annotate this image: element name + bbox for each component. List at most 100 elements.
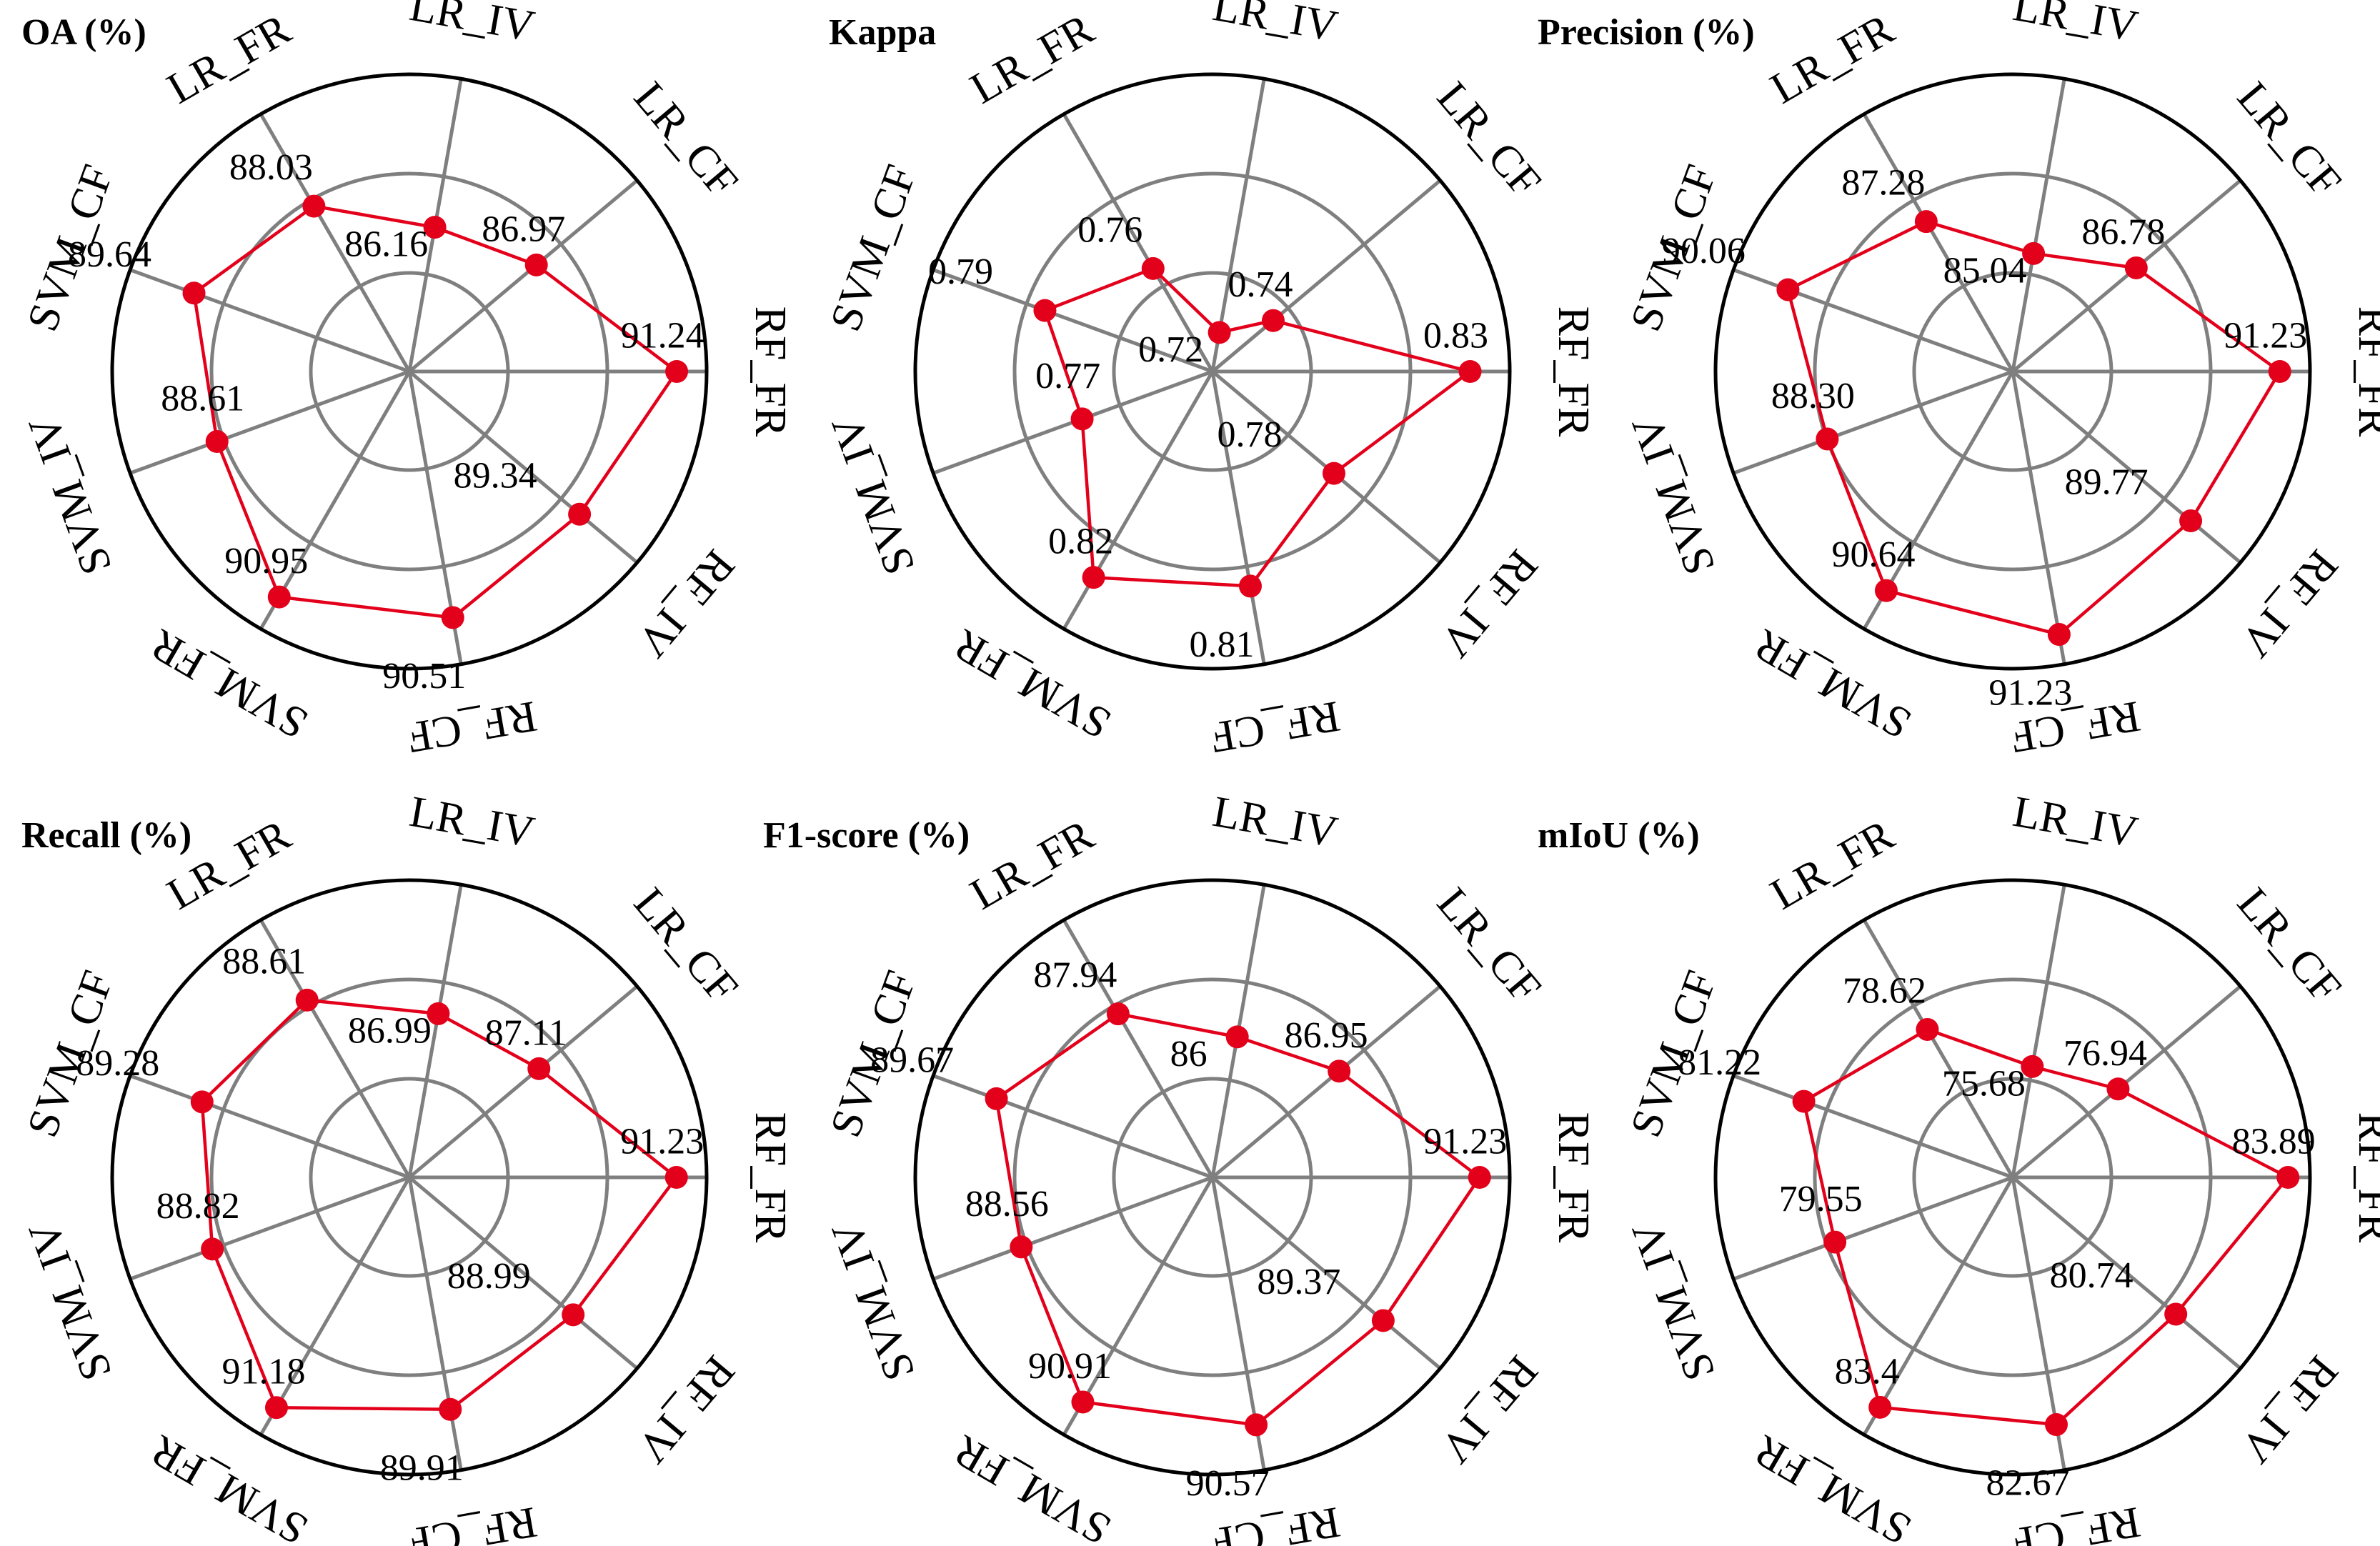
data-point-svm-cf bbox=[182, 281, 206, 305]
category-label-rf-cf: RF_CF bbox=[1207, 692, 1344, 762]
category-label-rf-cf: RF_CF bbox=[1207, 1497, 1344, 1546]
data-label-svm-cf: 89.64 bbox=[68, 234, 151, 275]
data-point-rf-cf bbox=[439, 1397, 462, 1421]
spoke-rf-cf bbox=[1210, 371, 1266, 665]
data-point-rf-cf bbox=[1245, 1413, 1268, 1437]
spoke-svm-cf bbox=[129, 1074, 410, 1180]
spoke-lr-iv bbox=[407, 884, 463, 1178]
data-point-svm-fr bbox=[1071, 1390, 1095, 1414]
data-point-svm-fr bbox=[1874, 579, 1898, 602]
panel-title: mIoU (%) bbox=[1538, 815, 1700, 856]
category-label-rf-iv: RF_IV bbox=[1430, 1347, 1547, 1472]
category-label-lr-iv: LR_IV bbox=[406, 787, 538, 857]
category-label-rf-cf: RF_CF bbox=[404, 1497, 541, 1546]
data-point-lr-iv bbox=[1208, 321, 1231, 344]
category-label-lr-iv: LR_IV bbox=[406, 0, 538, 51]
data-label-lr-iv: 85.04 bbox=[1943, 250, 2027, 291]
data-point-lr-cf bbox=[1328, 1059, 1351, 1083]
series-polygon bbox=[1802, 1027, 2290, 1427]
spoke-svm-fr bbox=[259, 1176, 412, 1436]
category-label-rf-cf: RF_CF bbox=[404, 692, 541, 762]
data-label-svm-cf: 90.06 bbox=[1662, 231, 1746, 271]
category-label-svm-iv: SVM_IV bbox=[19, 409, 121, 580]
outer-ring bbox=[110, 878, 709, 1477]
data-label-rf-cf: 90.57 bbox=[1186, 1463, 1270, 1504]
panel-title: Precision (%) bbox=[1538, 12, 1755, 53]
data-label-lr-cf: 0.74 bbox=[1228, 264, 1293, 305]
category-label-svm-iv: SVM_IV bbox=[1623, 409, 1725, 580]
category-label-svm-cf: SVM_CF bbox=[821, 159, 925, 337]
data-point-rf-cf bbox=[1238, 574, 1262, 598]
data-label-rf-fr: 0.83 bbox=[1423, 316, 1488, 356]
category-label-svm-fr: SVM_FR bbox=[945, 619, 1118, 748]
data-point-lr-iv bbox=[427, 1002, 450, 1025]
panel-title: OA (%) bbox=[21, 12, 146, 53]
data-label-svm-fr: 90.91 bbox=[1028, 1346, 1112, 1387]
data-label-svm-fr: 90.95 bbox=[224, 541, 308, 582]
data-label-lr-iv: 0.72 bbox=[1138, 329, 1203, 370]
category-label-svm-iv: SVM_IV bbox=[822, 1215, 925, 1386]
data-label-rf-cf: 90.51 bbox=[382, 656, 466, 697]
data-point-rf-iv bbox=[2164, 1302, 2188, 1326]
data-label-lr-cf: 86.78 bbox=[2081, 211, 2165, 252]
spoke-lr-cf bbox=[1211, 179, 1442, 373]
data-label-lr-cf: 87.11 bbox=[485, 1012, 567, 1053]
spoke-rf-cf bbox=[407, 1177, 463, 1471]
outer-ring bbox=[1713, 878, 2312, 1477]
data-label-svm-fr: 90.64 bbox=[1831, 534, 1915, 575]
data-point-lr-cf bbox=[2106, 1077, 2130, 1101]
data-label-rf-iv: 0.78 bbox=[1217, 414, 1282, 455]
category-label-svm-iv: SVM_IV bbox=[1623, 1215, 1725, 1386]
data-point-lr-fr bbox=[1914, 210, 1938, 234]
category-label-lr-fr: LR_FR bbox=[1763, 4, 1903, 113]
category-label-svm-fr: SVM_FR bbox=[1745, 619, 1918, 748]
data-label-rf-cf: 82.67 bbox=[1986, 1463, 2070, 1504]
data-point-rf-iv bbox=[568, 502, 592, 526]
data-label-rf-iv: 89.37 bbox=[1257, 1262, 1340, 1302]
data-label-rf-cf: 0.81 bbox=[1189, 624, 1254, 665]
spoke-lr-iv bbox=[2011, 884, 2066, 1178]
spoke-svm-iv bbox=[932, 1175, 1213, 1281]
category-label-lr-fr: LR_FR bbox=[159, 4, 299, 113]
category-label-lr-fr: LR_FR bbox=[1763, 810, 1903, 919]
category-label-lr-iv: LR_IV bbox=[2009, 0, 2141, 51]
data-point-lr-fr bbox=[1141, 256, 1165, 280]
spoke-lr-fr bbox=[1062, 919, 1215, 1179]
category-label-svm-iv: SVM_IV bbox=[19, 1215, 121, 1386]
data-label-svm-iv: 88.82 bbox=[156, 1186, 240, 1227]
spoke-lr-cf bbox=[408, 179, 639, 373]
data-label-rf-cf: 91.23 bbox=[1988, 673, 2072, 714]
data-label-lr-fr: 87.94 bbox=[1033, 955, 1117, 996]
category-label-rf-fr: RF_FR bbox=[2349, 306, 2380, 437]
category-label-rf-iv: RF_IV bbox=[627, 541, 744, 667]
data-label-svm-iv: 0.77 bbox=[1035, 356, 1100, 397]
spoke-svm-iv bbox=[129, 1175, 410, 1281]
data-point-svm-fr bbox=[1082, 566, 1105, 589]
data-label-lr-cf: 86.97 bbox=[482, 209, 565, 249]
series-polygon bbox=[995, 1012, 1481, 1427]
category-label-rf-fr: RF_FR bbox=[1549, 306, 1598, 437]
data-point-lr-fr bbox=[1916, 1017, 1939, 1041]
spoke-lr-fr bbox=[1862, 919, 2015, 1179]
panel-title: Recall (%) bbox=[21, 815, 191, 856]
data-label-svm-iv: 88.56 bbox=[965, 1184, 1049, 1225]
data-label-svm-cf: 81.22 bbox=[1678, 1042, 1761, 1083]
data-point-rf-iv bbox=[562, 1303, 585, 1327]
data-label-lr-cf: 76.94 bbox=[2063, 1033, 2147, 1074]
radar-panel-3: Precision (%)RF_FRLR_CFLR_IVLR_FRSVM_CFS… bbox=[1538, 0, 2380, 762]
spoke-svm-iv bbox=[1733, 1175, 2013, 1281]
spoke-svm-fr bbox=[259, 370, 412, 630]
spoke-lr-cf bbox=[2011, 179, 2242, 373]
spoke-svm-cf bbox=[129, 268, 410, 374]
category-label-rf-iv: RF_IV bbox=[1430, 541, 1547, 667]
data-label-rf-iv: 89.77 bbox=[2065, 462, 2149, 502]
data-label-rf-fr: 83.89 bbox=[2232, 1122, 2316, 1162]
spoke-rf-iv bbox=[2011, 1176, 2242, 1370]
data-label-svm-cf: 89.28 bbox=[76, 1043, 159, 1084]
spoke-lr-fr bbox=[259, 113, 412, 373]
data-label-lr-iv: 86.99 bbox=[348, 1010, 432, 1051]
spoke-lr-cf bbox=[408, 984, 639, 1179]
category-label-lr-iv: LR_IV bbox=[2009, 787, 2141, 857]
spoke-lr-cf bbox=[1211, 984, 1442, 1179]
